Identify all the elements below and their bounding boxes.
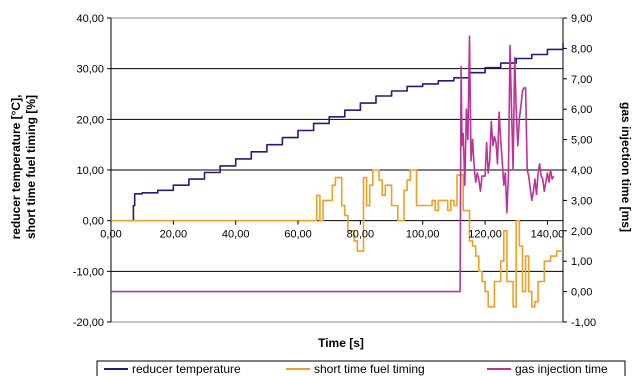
y-right-tick-label-8: 1,00: [571, 256, 592, 268]
x-tick-label-7: 140,00: [531, 229, 565, 241]
y-right-tick-label-1: 8,00: [571, 43, 592, 55]
y-left-tick-label-2: 20,00: [76, 114, 104, 126]
y-left-tick-label-5: -10,00: [73, 266, 104, 278]
legend-label-gas-injection-time: gas injection time: [515, 362, 608, 376]
tick-labels: 40,00 30,00 20,00 10,00 0,00 -10,00 -20,00 9,00…: [73, 13, 596, 329]
x-axis-title: Time [s]: [318, 336, 364, 350]
legend: reducer temperature short time fuel timi…: [96, 360, 626, 376]
x-tick-label-3: 60,00: [284, 229, 312, 241]
y-left-axis-title-line1: reducer temperature [°C],: [9, 95, 23, 240]
y-left-tick-label-3: 10,00: [76, 165, 104, 177]
series-lines: [111, 35, 564, 308]
y-right-tick-label-9: 0,00: [571, 287, 592, 299]
x-tick-label-1: 20,00: [160, 229, 188, 241]
legend-label-reducer-temperature: reducer temperature: [132, 362, 241, 376]
y-right-tick-label-3: 6,00: [571, 104, 592, 116]
x-tick-label-6: 120,00: [468, 229, 502, 241]
x-tick-label-4: 80,00: [347, 229, 375, 241]
series-line-reducer-temperature: [132, 43, 564, 222]
y-left-tick-label-4: 0,00: [83, 216, 104, 228]
y-right-axis-title: gas injection time [ms]: [619, 102, 633, 232]
y-right-tick-label-0: 9,00: [571, 13, 592, 25]
y-right-tick-label-7: 2,00: [571, 226, 592, 238]
x-tick-label-5: 100,00: [406, 229, 440, 241]
y-right-tick-label-5: 4,00: [571, 165, 592, 177]
y-right-tick-label-4: 5,00: [571, 135, 592, 147]
y-left-tick-label-6: -20,00: [73, 317, 104, 329]
x-tick-label-2: 40,00: [222, 229, 250, 241]
y-left-axis-title-line2: short time fuel timing [%]: [24, 95, 38, 239]
x-tick-label-0: 0,00: [100, 229, 121, 241]
legend-label-short-time-fuel-timing: short time fuel timing: [314, 362, 425, 376]
y-right-tick-label-6: 3,00: [571, 195, 592, 207]
y-right-tick-label-2: 7,00: [571, 74, 592, 86]
y-left-tick-label-1: 30,00: [76, 64, 104, 76]
grid-lines: [111, 17, 563, 323]
y-left-tick-label-0: 40,00: [76, 13, 104, 25]
y-right-tick-label-10: -1,00: [571, 317, 596, 329]
series-line-short-time-fuel-timing: [111, 169, 563, 308]
legend-box: [96, 360, 626, 376]
series-line-gas-injection-time: [111, 35, 555, 293]
